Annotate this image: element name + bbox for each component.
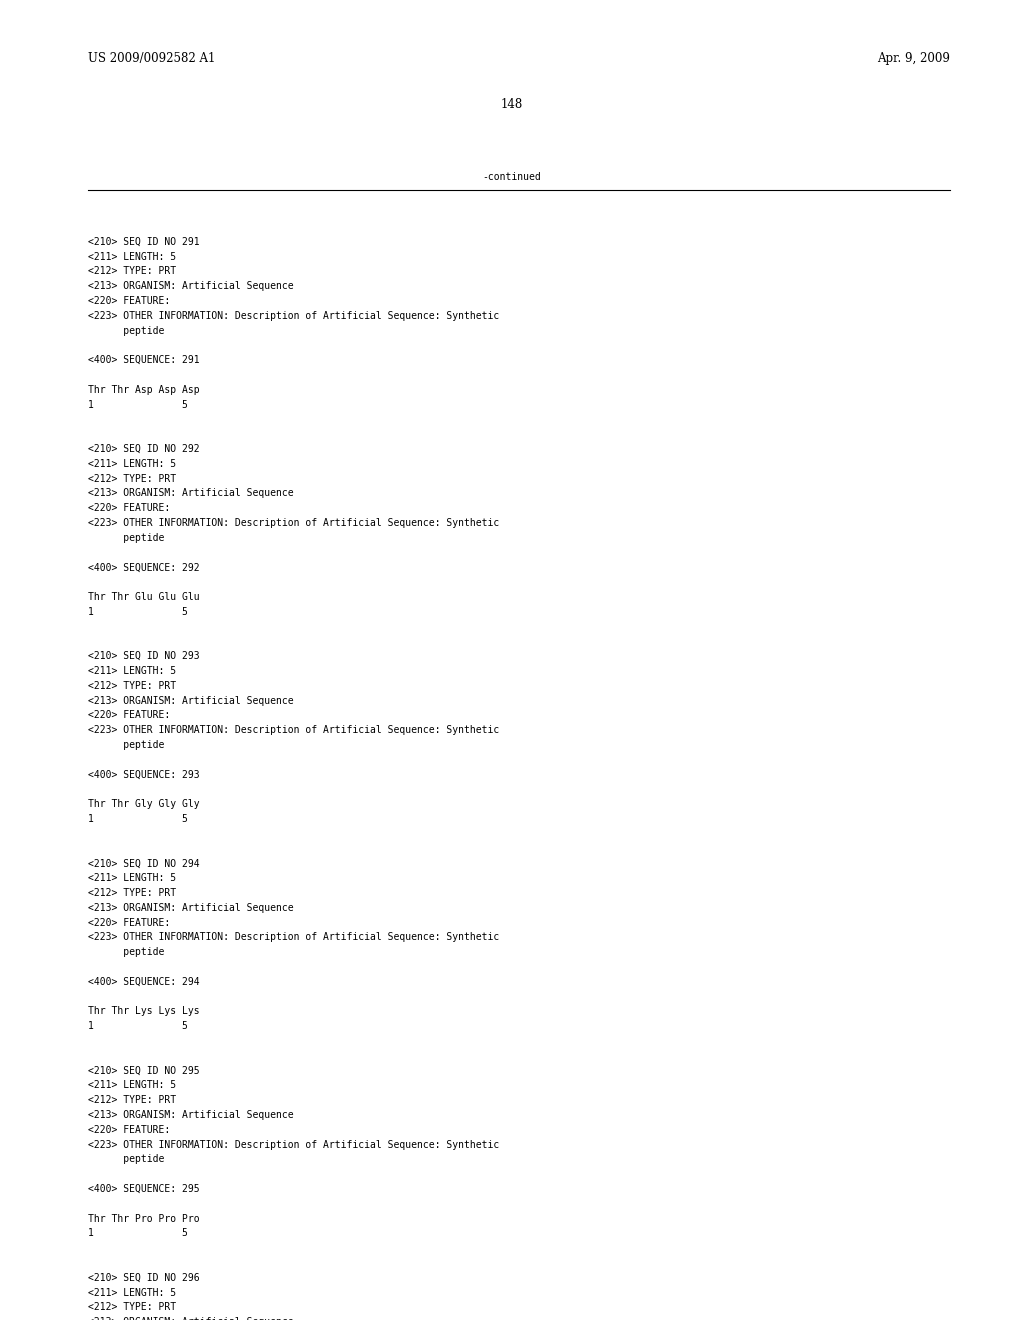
Text: peptide: peptide xyxy=(88,533,165,543)
Text: <400> SEQUENCE: 294: <400> SEQUENCE: 294 xyxy=(88,977,200,987)
Text: Thr Thr Lys Lys Lys: Thr Thr Lys Lys Lys xyxy=(88,1006,200,1016)
Text: Apr. 9, 2009: Apr. 9, 2009 xyxy=(878,51,950,65)
Text: peptide: peptide xyxy=(88,948,165,957)
Text: <213> ORGANISM: Artificial Sequence: <213> ORGANISM: Artificial Sequence xyxy=(88,281,294,292)
Text: <220> FEATURE:: <220> FEATURE: xyxy=(88,917,170,928)
Text: <212> TYPE: PRT: <212> TYPE: PRT xyxy=(88,267,176,276)
Text: 1               5: 1 5 xyxy=(88,607,187,616)
Text: 148: 148 xyxy=(501,98,523,111)
Text: 1               5: 1 5 xyxy=(88,814,187,824)
Text: Thr Thr Pro Pro Pro: Thr Thr Pro Pro Pro xyxy=(88,1213,200,1224)
Text: 1               5: 1 5 xyxy=(88,1022,187,1031)
Text: <210> SEQ ID NO 294: <210> SEQ ID NO 294 xyxy=(88,858,200,869)
Text: 1               5: 1 5 xyxy=(88,1229,187,1238)
Text: <212> TYPE: PRT: <212> TYPE: PRT xyxy=(88,1096,176,1105)
Text: <213> ORGANISM: Artificial Sequence: <213> ORGANISM: Artificial Sequence xyxy=(88,903,294,913)
Text: <220> FEATURE:: <220> FEATURE: xyxy=(88,1125,170,1135)
Text: <211> LENGTH: 5: <211> LENGTH: 5 xyxy=(88,667,176,676)
Text: <213> ORGANISM: Artificial Sequence: <213> ORGANISM: Artificial Sequence xyxy=(88,488,294,499)
Text: <211> LENGTH: 5: <211> LENGTH: 5 xyxy=(88,874,176,883)
Text: Thr Thr Glu Glu Glu: Thr Thr Glu Glu Glu xyxy=(88,591,200,602)
Text: <210> SEQ ID NO 296: <210> SEQ ID NO 296 xyxy=(88,1272,200,1283)
Text: <400> SEQUENCE: 293: <400> SEQUENCE: 293 xyxy=(88,770,200,780)
Text: <210> SEQ ID NO 295: <210> SEQ ID NO 295 xyxy=(88,1065,200,1076)
Text: Thr Thr Gly Gly Gly: Thr Thr Gly Gly Gly xyxy=(88,799,200,809)
Text: <210> SEQ ID NO 292: <210> SEQ ID NO 292 xyxy=(88,444,200,454)
Text: <213> ORGANISM: Artificial Sequence: <213> ORGANISM: Artificial Sequence xyxy=(88,696,294,706)
Text: <211> LENGTH: 5: <211> LENGTH: 5 xyxy=(88,459,176,469)
Text: <223> OTHER INFORMATION: Description of Artificial Sequence: Synthetic: <223> OTHER INFORMATION: Description of … xyxy=(88,517,500,528)
Text: <220> FEATURE:: <220> FEATURE: xyxy=(88,710,170,721)
Text: US 2009/0092582 A1: US 2009/0092582 A1 xyxy=(88,51,215,65)
Text: <213> ORGANISM: Artificial Sequence: <213> ORGANISM: Artificial Sequence xyxy=(88,1317,294,1320)
Text: <211> LENGTH: 5: <211> LENGTH: 5 xyxy=(88,1287,176,1298)
Text: <220> FEATURE:: <220> FEATURE: xyxy=(88,503,170,513)
Text: <211> LENGTH: 5: <211> LENGTH: 5 xyxy=(88,252,176,261)
Text: <213> ORGANISM: Artificial Sequence: <213> ORGANISM: Artificial Sequence xyxy=(88,1110,294,1119)
Text: <212> TYPE: PRT: <212> TYPE: PRT xyxy=(88,888,176,898)
Text: Thr Thr Asp Asp Asp: Thr Thr Asp Asp Asp xyxy=(88,385,200,395)
Text: <223> OTHER INFORMATION: Description of Artificial Sequence: Synthetic: <223> OTHER INFORMATION: Description of … xyxy=(88,1139,500,1150)
Text: <400> SEQUENCE: 291: <400> SEQUENCE: 291 xyxy=(88,355,200,366)
Text: <212> TYPE: PRT: <212> TYPE: PRT xyxy=(88,474,176,483)
Text: <223> OTHER INFORMATION: Description of Artificial Sequence: Synthetic: <223> OTHER INFORMATION: Description of … xyxy=(88,932,500,942)
Text: -continued: -continued xyxy=(482,172,542,182)
Text: <220> FEATURE:: <220> FEATURE: xyxy=(88,296,170,306)
Text: peptide: peptide xyxy=(88,741,165,750)
Text: 1               5: 1 5 xyxy=(88,400,187,409)
Text: <212> TYPE: PRT: <212> TYPE: PRT xyxy=(88,681,176,690)
Text: <400> SEQUENCE: 292: <400> SEQUENCE: 292 xyxy=(88,562,200,573)
Text: <211> LENGTH: 5: <211> LENGTH: 5 xyxy=(88,1080,176,1090)
Text: peptide: peptide xyxy=(88,1155,165,1164)
Text: <400> SEQUENCE: 295: <400> SEQUENCE: 295 xyxy=(88,1184,200,1195)
Text: <223> OTHER INFORMATION: Description of Artificial Sequence: Synthetic: <223> OTHER INFORMATION: Description of … xyxy=(88,725,500,735)
Text: <212> TYPE: PRT: <212> TYPE: PRT xyxy=(88,1303,176,1312)
Text: <210> SEQ ID NO 291: <210> SEQ ID NO 291 xyxy=(88,236,200,247)
Text: peptide: peptide xyxy=(88,326,165,335)
Text: <210> SEQ ID NO 293: <210> SEQ ID NO 293 xyxy=(88,651,200,661)
Text: <223> OTHER INFORMATION: Description of Artificial Sequence: Synthetic: <223> OTHER INFORMATION: Description of … xyxy=(88,310,500,321)
